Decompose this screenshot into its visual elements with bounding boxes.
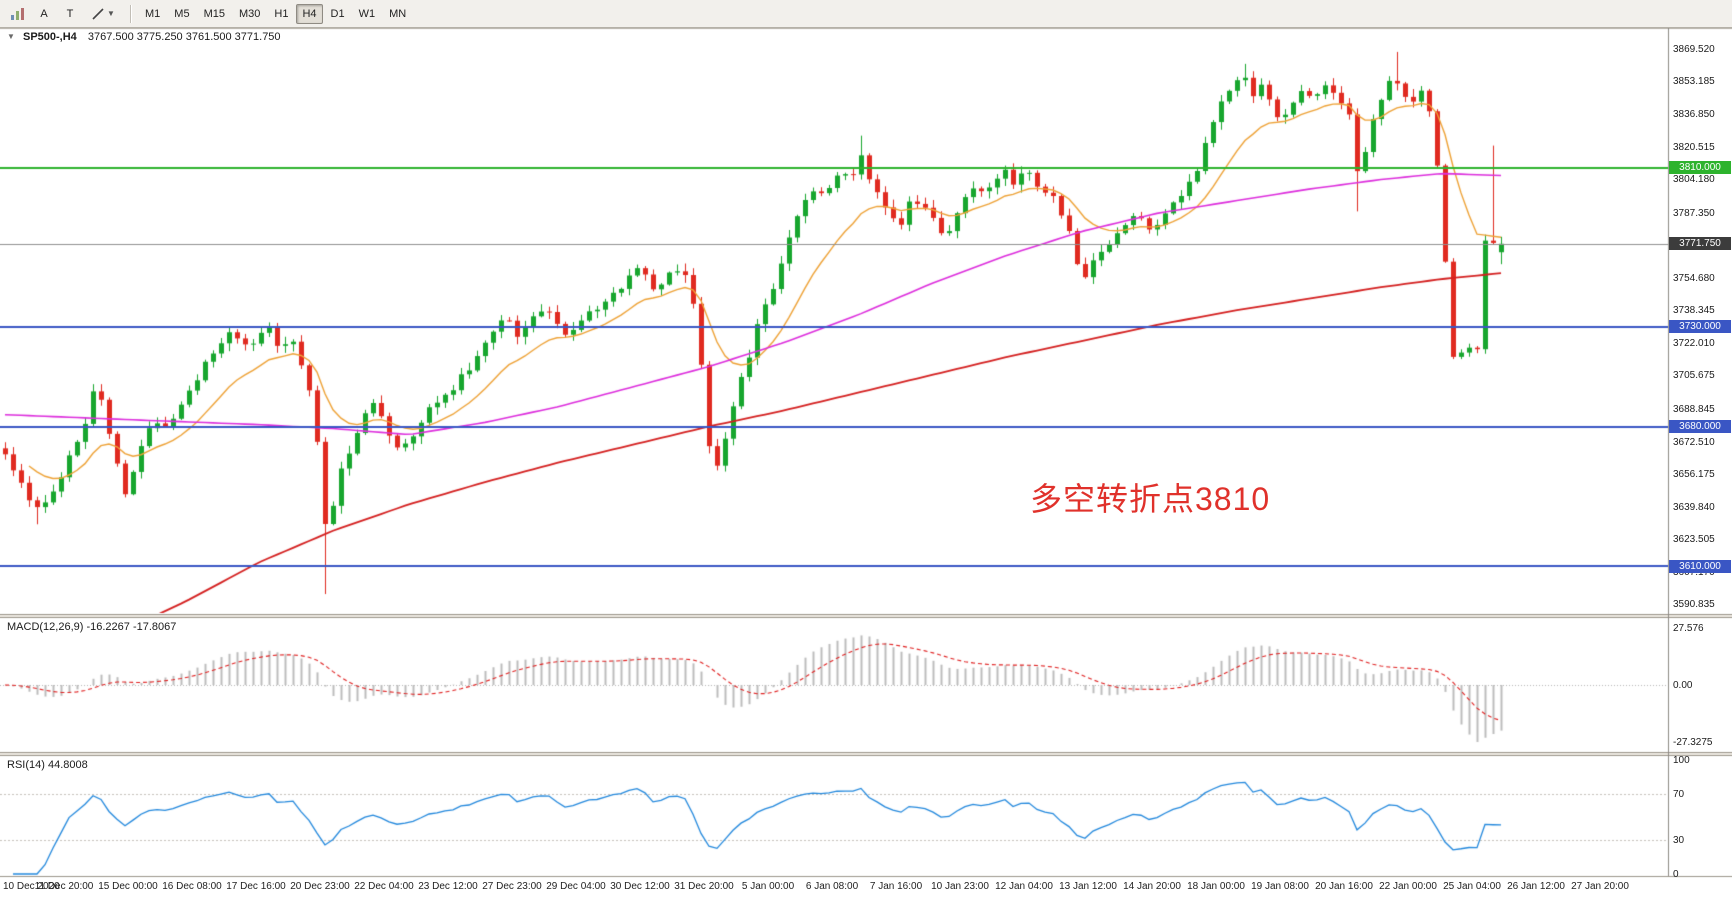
price-tick-label: 3836.850 — [1673, 109, 1715, 121]
time-tick-label: 22 Dec 04:00 — [354, 881, 414, 892]
time-tick-label: 13 Jan 12:00 — [1059, 881, 1117, 892]
timeframe-w1-button[interactable]: W1 — [353, 4, 382, 24]
time-tick-label: 17 Dec 16:00 — [226, 881, 286, 892]
chart-menu-caret-icon[interactable]: ▼ — [7, 32, 15, 41]
time-tick-label: 26 Jan 12:00 — [1507, 881, 1565, 892]
time-tick-label: 19 Jan 08:00 — [1251, 881, 1309, 892]
time-tick-label: 27 Dec 23:00 — [482, 881, 542, 892]
price-tick-label: 3853.185 — [1673, 76, 1715, 88]
time-tick-label: 20 Dec 23:00 — [290, 881, 350, 892]
price-tick-label: 3804.180 — [1673, 174, 1715, 186]
hline-price-tag: 3730.000 — [1669, 320, 1731, 334]
rsi-tick-label: 70 — [1673, 789, 1685, 801]
chart-text-annotation[interactable]: 多空转折点3810 — [1030, 481, 1271, 517]
price-tick-label: 3722.010 — [1673, 337, 1715, 349]
time-tick-label: 16 Dec 08:00 — [162, 881, 222, 892]
text-label-tool-button[interactable]: A — [32, 4, 56, 24]
time-axis[interactable]: 10 Dec 2020 11 Dec 20:00 15 Dec 00:00 16 De… — [0, 881, 1732, 896]
chevron-down-icon: ▼ — [107, 9, 115, 18]
time-tick-label: 18 Jan 00:00 — [1187, 881, 1245, 892]
price-tick-label: 3672.510 — [1673, 436, 1715, 448]
price-tick-label: 3656.175 — [1673, 469, 1715, 481]
price-tick-label: 3754.680 — [1673, 272, 1715, 284]
time-tick-label: 31 Dec 20:00 — [674, 881, 734, 892]
macd-tick-label: 27.576 — [1673, 623, 1704, 634]
time-tick-label: 25 Jan 04:00 — [1443, 881, 1501, 892]
timeframe-d1-button[interactable]: D1 — [325, 4, 351, 24]
hline-price-tag: 3810.000 — [1669, 161, 1731, 175]
toolbar: A T ▼ M1 M5 M15 M30 H1 H4 D1 W1 MN — [0, 0, 1732, 28]
hline-price-tag: 3680.000 — [1669, 420, 1731, 434]
macd-indicator-label: MACD(12,26,9) -16.2267 -17.8067 — [7, 621, 177, 633]
timeframe-h1-button[interactable]: H1 — [268, 4, 294, 24]
time-tick-label: 7 Jan 16:00 — [869, 881, 923, 892]
time-tick-label: 6 Jan 08:00 — [805, 881, 859, 892]
toolbar-separator — [130, 4, 131, 23]
price-tick-label: 3705.675 — [1673, 370, 1715, 382]
rsi-tick-label: 30 — [1673, 834, 1685, 846]
timeframe-m30-button[interactable]: M30 — [233, 4, 266, 24]
time-tick-label: 11 Dec 20:00 — [34, 881, 94, 892]
rsi-indicator-label: RSI(14) 44.8008 — [7, 759, 88, 771]
timeframe-m15-button[interactable]: M15 — [198, 4, 231, 24]
macd-tick-label: -27.3275 — [1673, 737, 1713, 748]
time-tick-label: 30 Dec 12:00 — [610, 881, 670, 892]
drawing-tools-dropdown[interactable]: ▼ — [84, 3, 122, 25]
time-tick-label: 12 Jan 04:00 — [995, 881, 1053, 892]
trendline-icon — [92, 7, 104, 20]
time-tick-label: 10 Jan 23:00 — [931, 881, 989, 892]
price-tick-label: 3590.835 — [1673, 599, 1715, 611]
time-tick-label: 5 Jan 00:00 — [741, 881, 795, 892]
price-tick-label: 3688.845 — [1673, 404, 1715, 415]
ohlc-quotes-label: 3767.500 3775.250 3761.500 3771.750 — [87, 31, 281, 43]
timeframe-h4-button[interactable]: H4 — [296, 3, 323, 24]
hline-price-tag: 3610.000 — [1669, 559, 1731, 573]
timeframe-mn-button[interactable]: MN — [383, 4, 412, 24]
timeframe-m1-button[interactable]: M1 — [139, 4, 166, 24]
price-tick-label: 3623.505 — [1673, 534, 1715, 546]
price-tick-label: 3639.840 — [1673, 501, 1715, 513]
time-tick-label: 10 Dec 2020 — [3, 881, 60, 892]
time-tick-label: 14 Jan 20:00 — [1123, 881, 1181, 892]
price-tick-label: 3869.520 — [1673, 43, 1715, 55]
rsi-tick-label: 100 — [1673, 755, 1690, 766]
time-tick-label: 15 Dec 00:00 — [98, 881, 158, 892]
chart-windows-icon[interactable] — [4, 3, 30, 25]
bar-chart-glyph — [10, 7, 24, 20]
price-tick-label: 3738.345 — [1673, 305, 1715, 317]
rsi-tick-label: 0 — [1673, 869, 1679, 880]
time-tick-label: 27 Jan 20:00 — [1571, 881, 1629, 892]
time-tick-label: 22 Jan 00:00 — [1379, 881, 1437, 892]
time-tick-label: 23 Dec 12:00 — [418, 881, 478, 892]
chart-title: ▼ SP500-,H4 3767.500 3775.250 3761.500 3… — [7, 31, 281, 43]
time-tick-label: 20 Jan 16:00 — [1315, 881, 1373, 892]
price-axis[interactable]: 3869.520 3853.185 3836.850 3820.515 3804.180… — [1673, 0, 1731, 897]
time-tick-label: 29 Dec 04:00 — [546, 881, 606, 892]
text-tool-button[interactable]: T — [58, 4, 82, 24]
timeframe-m5-button[interactable]: M5 — [168, 4, 195, 24]
current-price-tag: 3771.750 — [1669, 237, 1731, 251]
price-tick-label: 3820.515 — [1673, 141, 1715, 153]
price-tick-label: 3787.350 — [1673, 207, 1715, 219]
macd-tick-label: 0.00 — [1673, 680, 1693, 691]
symbol-timeframe-label: SP500-,H4 — [22, 31, 77, 43]
